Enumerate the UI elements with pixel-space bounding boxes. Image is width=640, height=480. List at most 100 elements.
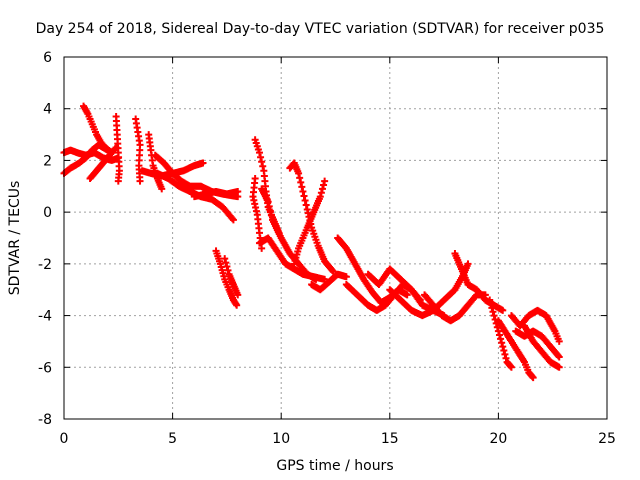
x-tick-label: 5	[168, 431, 177, 447]
data-point	[299, 187, 307, 195]
y-tick-label: 4	[43, 102, 52, 118]
data-point	[257, 153, 265, 161]
series-track-x	[386, 260, 472, 320]
data-point	[329, 268, 337, 276]
plot-frame	[63, 56, 608, 420]
series-track-l	[212, 247, 241, 309]
x-axis-label: GPS time / hours	[276, 458, 393, 474]
data-point	[499, 343, 507, 351]
data-point	[318, 185, 326, 193]
data-point	[199, 159, 207, 167]
data-point	[258, 244, 266, 252]
data-point	[321, 177, 329, 185]
data-point	[555, 337, 563, 345]
data-point	[321, 275, 329, 283]
data-point	[502, 354, 510, 362]
series-track-e	[112, 112, 123, 185]
x-tick-label: 0	[60, 431, 69, 447]
series-track-z	[451, 250, 507, 314]
y-tick-label: -2	[38, 257, 52, 273]
data-point	[224, 266, 232, 274]
ticks-layer	[63, 56, 608, 420]
data-point	[266, 207, 274, 215]
series-track-m	[221, 255, 242, 299]
data-point	[234, 187, 242, 195]
data-point	[497, 335, 505, 343]
data-point	[317, 189, 325, 197]
series-track-t	[308, 270, 350, 294]
data-point	[555, 353, 563, 361]
data-point	[499, 306, 507, 314]
data-point	[494, 327, 502, 335]
y-tick-label: -6	[38, 360, 52, 376]
data-point	[555, 363, 563, 371]
data-point	[136, 177, 144, 185]
data-point	[229, 216, 237, 224]
data-point	[487, 300, 495, 308]
data-point	[464, 260, 472, 268]
data-point	[342, 273, 350, 281]
data-point	[488, 304, 496, 312]
data-point	[489, 308, 497, 316]
data-point	[316, 193, 324, 201]
y-tick-label: 6	[43, 50, 52, 66]
data-point	[222, 259, 230, 267]
series-track-q	[255, 234, 329, 283]
data-point	[265, 202, 273, 210]
y-tick-label: 2	[43, 153, 52, 169]
tick-labels-layer: 0 5 10 15 20 25 -8 -6 -4 -2 0 2 4 6	[38, 50, 616, 447]
data-point	[295, 169, 303, 177]
y-tick-label: -4	[38, 309, 52, 325]
data-point	[267, 211, 275, 219]
series-track-cc	[507, 306, 563, 345]
data-point	[297, 178, 305, 186]
series-track-k	[190, 187, 242, 201]
y-tick-label: -8	[38, 412, 52, 428]
data-point	[255, 149, 263, 157]
data-point	[233, 301, 241, 309]
series-track-s	[290, 177, 329, 268]
data-point	[500, 346, 508, 354]
series-track-j	[153, 169, 237, 224]
data-point	[486, 296, 494, 304]
points-layer	[60, 102, 563, 382]
chart-title: Day 254 of 2018, Sidereal Day-to-day VTE…	[36, 21, 605, 37]
data-point	[301, 197, 309, 205]
data-point	[403, 291, 411, 299]
series-track-f	[132, 115, 144, 185]
data-point	[228, 215, 236, 223]
y-axis-label: SDTVAR / TECUs	[7, 181, 23, 296]
data-point	[258, 158, 266, 166]
data-point	[529, 374, 537, 382]
data-point	[501, 350, 509, 358]
x-tick-label: 20	[489, 431, 507, 447]
data-point	[302, 201, 310, 209]
data-point	[223, 262, 231, 270]
x-tick-label: 10	[272, 431, 290, 447]
data-point	[114, 177, 122, 185]
data-point	[320, 181, 328, 189]
data-point	[498, 339, 506, 347]
series-track-bb	[494, 317, 537, 382]
series-track-y	[421, 291, 489, 325]
data-point	[495, 331, 503, 339]
series-track-d	[86, 144, 120, 183]
data-point	[259, 162, 267, 170]
data-point	[264, 198, 272, 206]
data-point	[158, 185, 166, 193]
y-tick-label: 0	[43, 205, 52, 221]
data-point	[234, 291, 242, 299]
data-point	[221, 255, 229, 263]
x-tick-label: 25	[598, 431, 616, 447]
data-point	[300, 192, 308, 200]
data-point	[507, 363, 515, 371]
data-point	[298, 183, 306, 191]
x-tick-label: 15	[381, 431, 399, 447]
series-track-r	[286, 159, 337, 276]
series-track-ee	[520, 322, 563, 371]
series-track-n	[251, 136, 283, 237]
series-track-c	[80, 102, 116, 157]
data-point	[296, 174, 304, 182]
